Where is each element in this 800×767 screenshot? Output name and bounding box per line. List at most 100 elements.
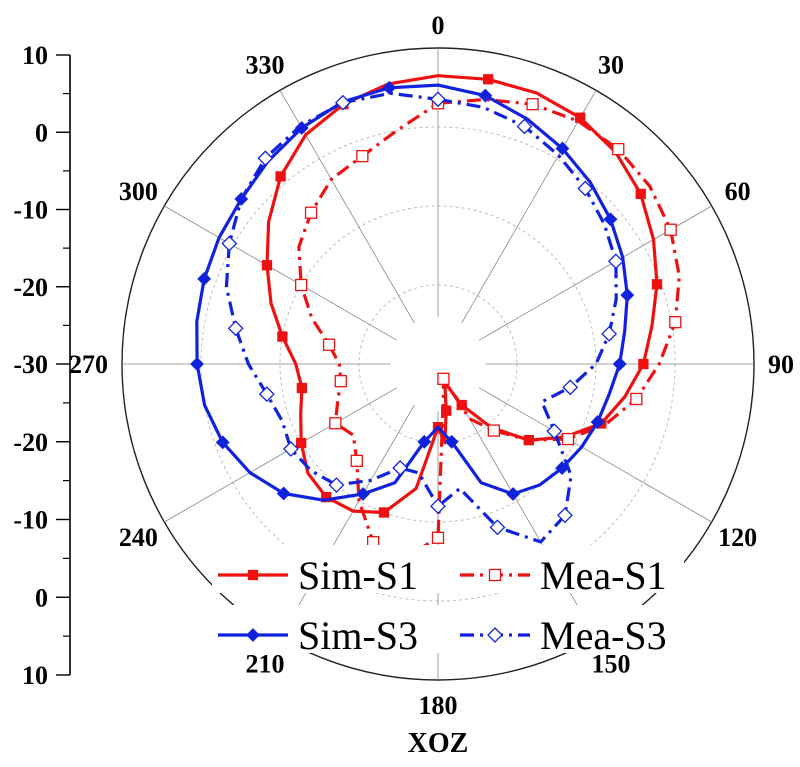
radial-tick-label-8: 10: [22, 661, 48, 690]
angle-tick-label-90: 90: [768, 350, 794, 379]
point-mea-s1-40: [612, 143, 625, 156]
point-mea-s3-140: [557, 507, 573, 524]
angle-tick-label-150: 150: [592, 650, 631, 679]
point-sim-s3-190: [417, 434, 432, 449]
point-sim-s1-200: [378, 507, 390, 518]
point-mea-s1-220: [350, 454, 363, 467]
legend-bg-sim-s1: [212, 545, 442, 593]
angle-tick-labels: 0 30 60 90 120 150 180 210 240 270 300 330: [69, 11, 794, 720]
point-mea-s3-40: [577, 180, 594, 197]
point-mea-s1-60: [664, 223, 677, 236]
spoke-300: [164, 205, 398, 341]
point-mea-s3-320: [257, 150, 274, 167]
point-sim-s3-230: [276, 486, 291, 501]
legend-bg-sim-s3: [212, 605, 442, 653]
point-mea-s1-20: [526, 98, 539, 111]
point-sim-s1-260: [296, 382, 308, 394]
legend-label-mea-s1: Mea-S1: [540, 553, 667, 598]
legend-bg-mea-s3: [454, 605, 684, 653]
series-line-mea-s1: [297, 97, 681, 561]
radial-tick-label-5: -20: [13, 428, 48, 457]
point-sim-s3-330: [294, 121, 309, 135]
radial-tick-label-4: -30: [13, 350, 48, 379]
point-mea-s3-120: [546, 423, 563, 440]
radial-tick-label-7: 0: [35, 583, 48, 612]
point-mea-s3-160: [489, 519, 506, 536]
point-mea-s3-180: [430, 498, 446, 515]
legend-marker-sim-s3: [246, 628, 260, 642]
point-mea-s1-240: [329, 417, 342, 430]
spoke-120: [478, 387, 712, 523]
angle-tick-label-120: 120: [718, 523, 757, 552]
legend: Sim-S1 Mea-S1 Sim-S3 Mea-S3: [212, 545, 684, 658]
point-sim-s3-270: [190, 357, 204, 371]
point-sim-s3-50: [603, 212, 618, 227]
point-sim-s3-150: [506, 487, 520, 501]
series-sim-s3: [190, 80, 635, 502]
angle-tick-label-300: 300: [119, 177, 158, 206]
legend-marker-mea-s3: [487, 627, 503, 643]
point-mea-s1-320: [304, 206, 318, 219]
point-mea-s3-80: [601, 325, 618, 342]
angle-tick-label-240: 240: [119, 523, 158, 552]
series-mea-s3: [221, 91, 624, 544]
radial-axis: 10 0 -10 -20 -30 -20 -10 0 10: [13, 41, 71, 690]
point-sim-s3-210: [356, 487, 370, 501]
point-mea-s1-140: [487, 424, 501, 437]
radial-tick-label-1: 0: [35, 118, 48, 147]
point-sim-s3-70: [620, 288, 635, 303]
point-sim-s3-290: [197, 271, 212, 286]
series-line-sim-s1: [265, 74, 659, 515]
series-line-sim-s3: [195, 83, 629, 502]
legend-label-sim-s3: Sim-S3: [298, 613, 418, 658]
point-mea-s1-80: [669, 316, 682, 329]
point-sim-s1-70: [651, 279, 663, 290]
point-mea-s3-100: [562, 379, 579, 396]
point-sim-s1-10: [483, 74, 494, 85]
point-mea-s1-340: [356, 149, 369, 163]
point-mea-s1-280: [322, 338, 336, 351]
point-mea-s3-20: [516, 118, 533, 135]
angle-tick-label-60: 60: [725, 177, 751, 206]
radial-tick-label-3: -20: [13, 273, 48, 302]
radial-tick-label-0: 10: [22, 41, 48, 70]
point-mea-s1-260: [334, 374, 347, 388]
point-sim-s1-240: [296, 437, 307, 449]
point-sim-s3-10: [478, 88, 493, 103]
point-mea-s3-60: [607, 253, 624, 270]
radial-tick-label-2: -10: [13, 196, 48, 225]
point-mea-s3-260: [258, 386, 275, 403]
point-sim-s1-220: [321, 491, 332, 503]
point-mea-s1-180: [431, 531, 445, 544]
angle-tick-label-330: 330: [246, 50, 285, 79]
series-sim-s1: [261, 74, 663, 518]
radial-tick-label-6: -10: [13, 506, 48, 535]
angle-tick-label-210: 210: [246, 650, 285, 679]
spoke-240: [164, 387, 398, 523]
spoke-210: [279, 404, 415, 638]
angle-tick-label-30: 30: [598, 50, 624, 79]
spoke-150: [461, 404, 597, 638]
point-mea-s1-120: [561, 432, 575, 446]
series-layer: [190, 74, 682, 561]
point-mea-s3-280: [227, 320, 244, 337]
point-mea-s3-200: [392, 460, 409, 476]
point-mea-s3-220: [328, 477, 345, 493]
angle-tick-label-0: 0: [432, 11, 445, 40]
point-sim-s3-90: [612, 357, 627, 371]
point-sim-s3-30: [555, 141, 570, 156]
point-mea-s3-240: [282, 441, 299, 457]
point-sim-s1-50: [635, 188, 646, 200]
point-sim-s1-300: [261, 260, 273, 271]
angle-tick-label-180: 180: [419, 691, 458, 720]
legend-marker-mea-s1: [488, 568, 502, 582]
point-sim-s3-250: [215, 435, 230, 450]
x-axis-label: XOZ: [408, 728, 469, 759]
legend-label-mea-s3: Mea-S3: [540, 613, 667, 658]
point-mea-s1-160: [437, 372, 450, 385]
point-sim-s3-110: [590, 415, 605, 430]
point-sim-s1-320: [275, 171, 286, 182]
point-mea-s3-300: [221, 235, 238, 252]
point-mea-s3-0: [430, 91, 446, 108]
